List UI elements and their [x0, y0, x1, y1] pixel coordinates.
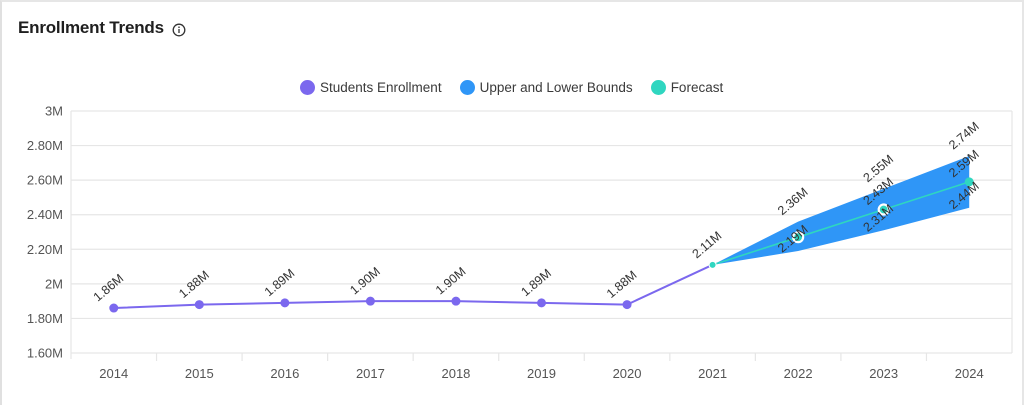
x-tick-label: 2018 — [441, 366, 470, 381]
y-tick-label: 2.80M — [27, 138, 63, 153]
x-tick-label: 2024 — [955, 366, 984, 381]
data-point[interactable] — [708, 260, 717, 269]
y-tick-label: 1.80M — [27, 311, 63, 326]
x-tick-label: 2020 — [613, 366, 642, 381]
forecast-line — [712, 181, 970, 266]
data-label: 2.36M — [775, 185, 811, 218]
data-label: 2.74M — [946, 119, 982, 152]
card-header: Enrollment Trends — [18, 18, 186, 38]
data-point[interactable] — [622, 300, 632, 310]
chart-legend: Students Enrollment Upper and Lower Boun… — [300, 80, 723, 95]
enrollment-line — [113, 263, 714, 310]
y-tick-label: 2M — [45, 276, 63, 291]
bounds-area — [712, 155, 970, 265]
legend-marker-icon — [650, 80, 666, 95]
data-label: 1.90M — [347, 264, 383, 297]
x-tick-label: 2022 — [784, 366, 813, 381]
legend-item-students-enrollment[interactable]: Students Enrollment — [300, 80, 442, 95]
y-tick-label: 3M — [45, 104, 63, 119]
data-label: 1.90M — [433, 264, 469, 297]
forecast-point[interactable] — [964, 177, 974, 187]
forecast-point[interactable] — [877, 203, 890, 216]
data-label: 1.89M — [518, 266, 554, 299]
x-tick-label: 2017 — [356, 366, 385, 381]
data-point[interactable] — [537, 298, 546, 308]
x-tick-label: 2016 — [270, 366, 299, 381]
data-point[interactable] — [451, 296, 461, 306]
data-point[interactable] — [194, 300, 204, 310]
x-tick-label: 2015 — [185, 366, 214, 381]
legend-item-bounds[interactable]: Upper and Lower Bounds — [459, 80, 633, 95]
y-tick-label: 1.60M — [27, 346, 63, 361]
legend-label: Forecast — [670, 80, 724, 95]
x-tick-label: 2014 — [99, 366, 128, 381]
x-tick-label: 2019 — [527, 366, 556, 381]
y-tick-label: 2.60M — [27, 173, 63, 188]
legend-label: Upper and Lower Bounds — [479, 80, 633, 95]
legend-label: Students Enrollment — [320, 80, 442, 95]
x-tick-label: 2023 — [869, 366, 898, 381]
card-border — [1022, 0, 1024, 405]
data-point[interactable] — [280, 298, 290, 308]
legend-item-forecast[interactable]: Forecast — [650, 80, 724, 95]
forecast-point[interactable] — [792, 231, 805, 244]
data-point[interactable] — [365, 296, 375, 306]
data-label: 1.86M — [91, 271, 127, 304]
chart-title: Enrollment Trends — [18, 18, 164, 37]
legend-marker-icon — [300, 80, 315, 95]
y-tick-label: 2.20M — [27, 242, 63, 257]
info-icon[interactable] — [172, 23, 186, 37]
y-tick-label: 2.40M — [27, 207, 63, 222]
x-tick-label: 2021 — [698, 366, 727, 381]
data-point[interactable] — [109, 303, 119, 313]
legend-marker-icon — [459, 80, 475, 95]
data-label: 1.89M — [262, 266, 298, 299]
data-label: 2.11M — [690, 229, 725, 261]
